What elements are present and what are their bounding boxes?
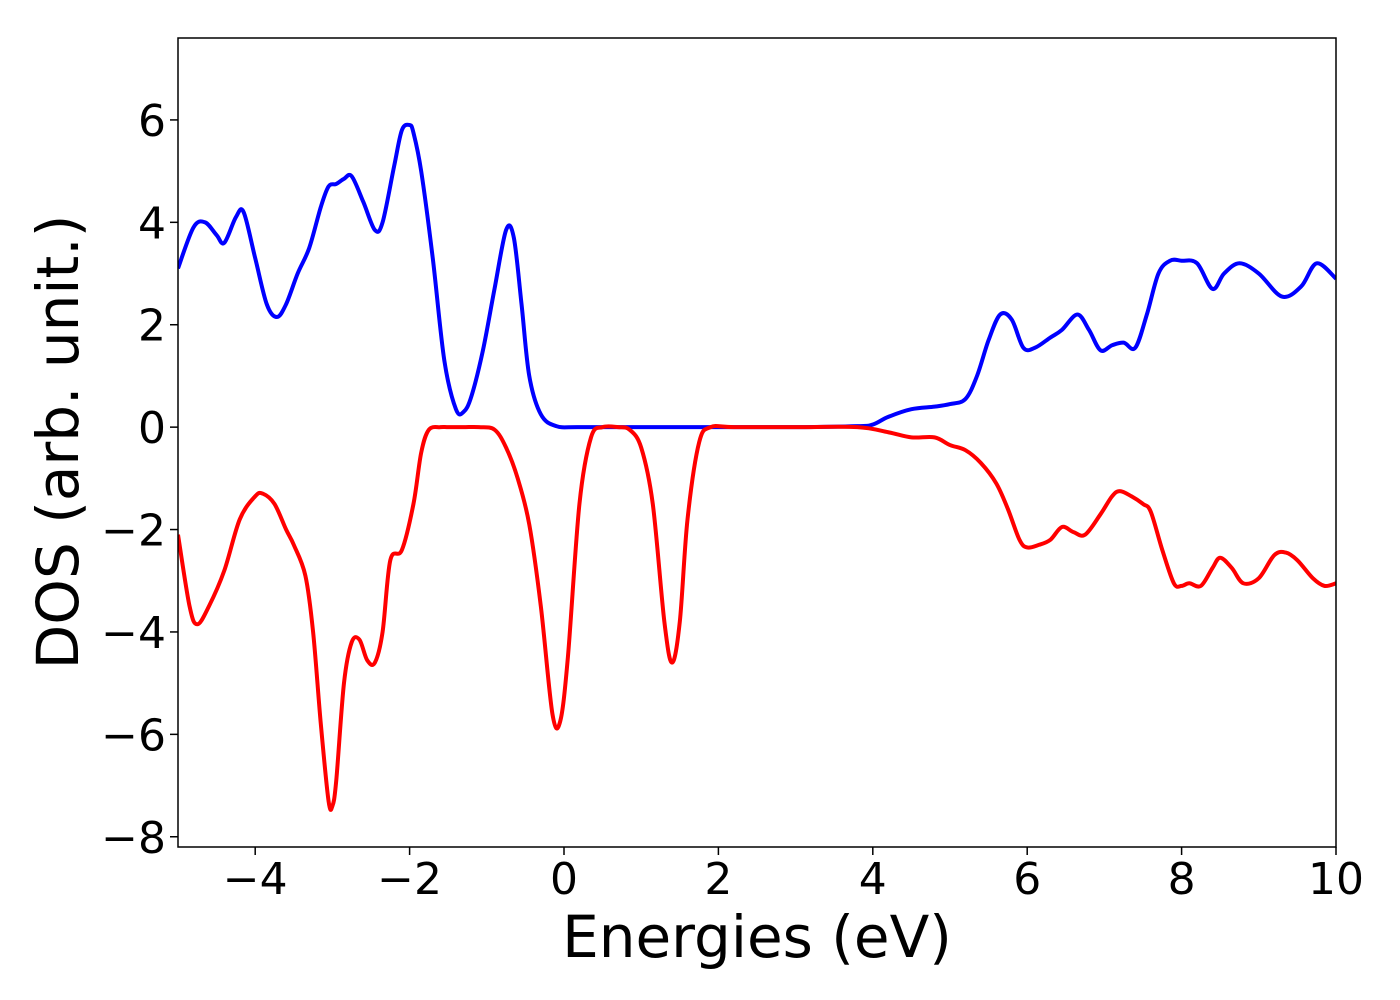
x-axis-label: Energies (eV) <box>562 903 952 971</box>
series-layer <box>178 122 1336 812</box>
x-tick-label: −2 <box>377 854 442 905</box>
y-tick-label: −2 <box>101 506 166 557</box>
plot-frame <box>177 37 1337 848</box>
x-tick-label: 0 <box>550 854 578 905</box>
y-tick-label: 6 <box>138 96 166 147</box>
y-tick-label: 2 <box>138 301 166 352</box>
y-axis-label: DOS (arb. unit.) <box>24 215 92 670</box>
y-tick-label: −8 <box>101 813 166 864</box>
x-tick-label: 10 <box>1308 854 1364 905</box>
series-line-spin-up <box>178 122 1336 430</box>
x-tick-label: 8 <box>1168 854 1196 905</box>
y-tick-label: −4 <box>101 608 166 659</box>
y-axis: −8 −6 −4 −2 0 2 4 6 <box>101 96 178 864</box>
y-tick-label: 0 <box>138 403 166 454</box>
x-axis: −4 −2 0 2 4 6 8 10 <box>223 847 1364 905</box>
y-tick-label: 4 <box>138 198 166 249</box>
x-tick-label: 2 <box>704 854 732 905</box>
x-tick-label: −4 <box>223 854 288 905</box>
y-tick-label: −6 <box>101 710 166 761</box>
x-tick-label: 4 <box>859 854 887 905</box>
x-tick-label: 6 <box>1013 854 1041 905</box>
series-line-spin-down <box>178 424 1336 812</box>
